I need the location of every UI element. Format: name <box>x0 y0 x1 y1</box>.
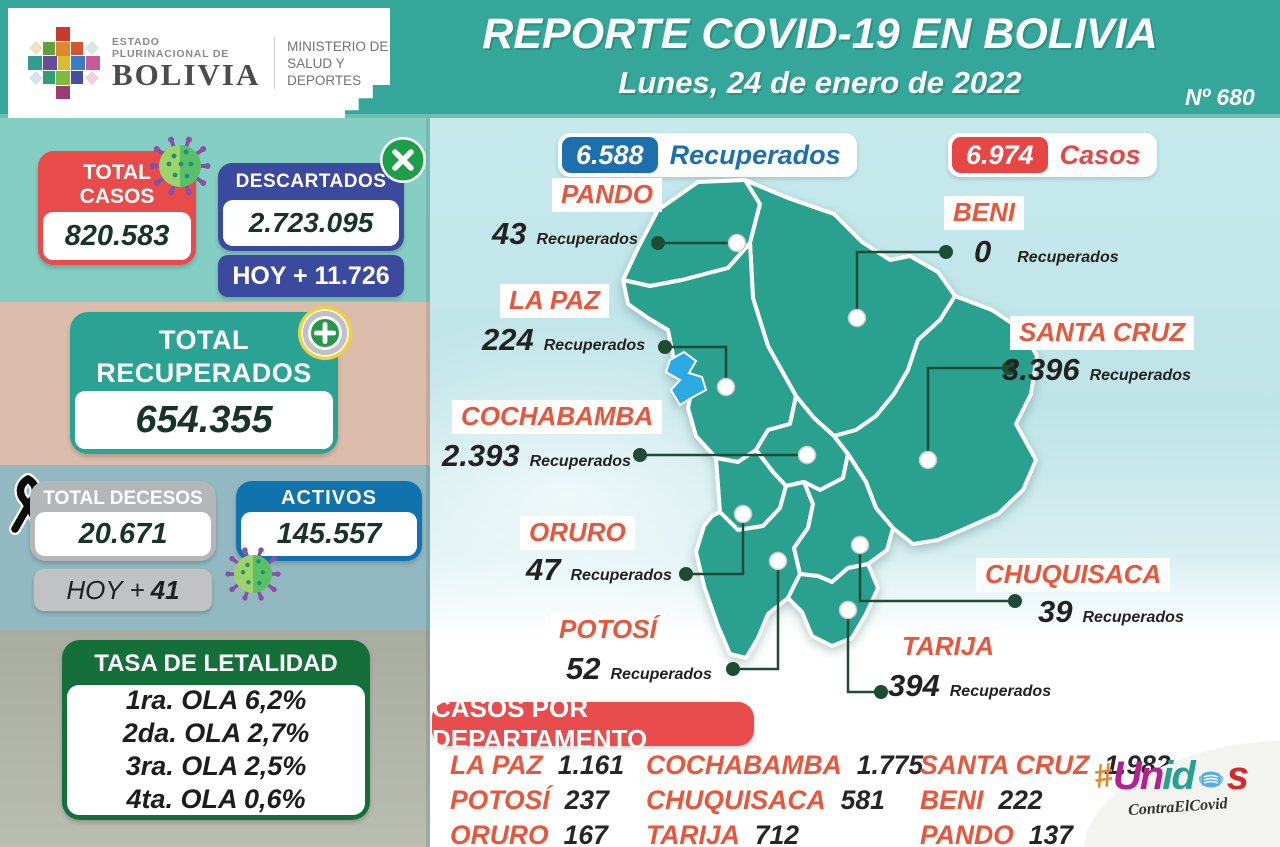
total-recuperados-label: TOTAL RECUPERADOS <box>96 325 312 388</box>
total-decesos-card: TOTAL DECESOS 20.671 <box>30 481 216 561</box>
table-row: BENI 222 <box>920 785 1043 815</box>
tasa-letalidad-title: TASA DE LETALIDAD <box>94 650 338 677</box>
estado-plurinacional-label: ESTADO PLURINACIONAL DE <box>112 36 230 60</box>
unidos-contra-el-covid-logo: # Un id s ContraElCovid <box>1091 754 1280 819</box>
map-value-oruro: 47 Recuperados <box>526 552 672 587</box>
map-value-tarija: 394 Recuperados <box>888 668 1052 703</box>
map-value-beni: 0 Recuperados <box>974 234 1119 269</box>
total-recuperados-value: 654.355 <box>75 391 333 449</box>
decesos-hoy-prefix: HOY + <box>66 574 145 605</box>
daily-recuperados-value: 6.588 <box>562 137 658 173</box>
map-label-beni: BENI <box>944 196 1025 230</box>
report-date: Lunes, 24 de enero de 2022 <box>618 65 1022 100</box>
map-label-pando: PANDO <box>552 178 662 212</box>
map-value-santa-cruz: 3.396 Recuperados <box>1002 352 1191 387</box>
virus-icon <box>149 136 211 196</box>
activos-value: 145.557 <box>241 512 417 556</box>
page-title: REPORTE COVID-19 EN BOLIVIA <box>482 10 1158 58</box>
table-row: PANDO 137 <box>920 820 1073 847</box>
total-casos-label: TOTAL CASOS <box>79 161 155 208</box>
descartados-label: DESCARTADOS <box>235 171 387 192</box>
map-label-chuquisaca: CHUQUISACA <box>976 558 1171 592</box>
map-panel: 6.588 Recuperados 6.974 Casos <box>430 118 1280 847</box>
table-row: TARIJA 712 <box>646 820 799 847</box>
map-label-santa-cruz: SANTA CRUZ <box>1010 316 1195 350</box>
daily-casos-badge: 6.974 Casos <box>948 133 1157 177</box>
stats-column: TOTAL CASOS 820.583 <box>0 118 430 847</box>
map-label-oruro: ORURO <box>520 516 635 550</box>
map-value-la-paz: 224 Recuperados <box>482 322 646 357</box>
brand-divider <box>274 37 276 89</box>
descartados-card: DESCARTADOS 2.723.095 <box>218 163 404 251</box>
hashtag-glyph: # <box>1091 755 1116 797</box>
bolivia-wordmark: BOLIVIA <box>112 57 261 92</box>
map-label-potosi: POTOSÍ <box>550 613 666 647</box>
total-decesos-label: TOTAL DECESOS <box>43 488 203 509</box>
decesos-hoy-value: 41 <box>150 574 180 605</box>
map-label-la-paz: LA PAZ <box>500 284 609 318</box>
map-value-cochabamba: 2.393 Recuperados <box>442 438 631 473</box>
government-brand-box: ESTADO PLURINACIONAL DE BOLIVIA MINISTER… <box>8 8 390 118</box>
map-value-potosi: 52 Recuperados <box>566 651 712 686</box>
section-casos-descartados: TOTAL CASOS 820.583 <box>0 118 430 302</box>
letalidad-row: 2da. OLA 2,7% <box>122 718 310 748</box>
daily-recuperados-badge: 6.588 Recuperados <box>558 133 857 177</box>
table-row: CHUQUISACA 581 <box>646 785 885 815</box>
tasa-letalidad-card: TASA DE LETALIDAD 1ra. OLA 6,2% 2da. OLA… <box>62 640 370 820</box>
plus-circle-icon <box>297 305 353 361</box>
section-recuperados: TOTAL RECUPERADOS 654.355 <box>0 302 430 465</box>
face-mask-icon <box>1198 771 1223 787</box>
report-number: Nº 680 <box>1185 84 1255 110</box>
table-row: POTOSÍ 237 <box>450 785 609 815</box>
chakana-logo-icon <box>28 27 100 99</box>
casos-por-departamento-title: CASOS POR DEPARTAMENTO <box>432 693 754 754</box>
table-row: SANTA CRUZ 1.982 <box>920 750 1171 780</box>
daily-recuperados-label: Recuperados <box>669 139 841 170</box>
daily-casos-label: Casos <box>1059 139 1141 170</box>
header-bar: ESTADO PLURINACIONAL DE BOLIVIA MINISTER… <box>0 0 1280 118</box>
activos-card: ACTIVOS 145.557 <box>236 481 422 561</box>
descartados-value: 2.723.095 <box>223 200 399 246</box>
casos-por-departamento-table: LA PAZ 1.161 COCHABAMBA 1.775 SANTA CRUZ… <box>450 750 1230 847</box>
map-label-cochabamba: COCHABAMBA <box>452 400 663 434</box>
descartados-hoy-badge: HOY + 11.726 <box>218 255 404 297</box>
total-recuperados-card: TOTAL RECUPERADOS 654.355 <box>70 312 338 454</box>
section-decesos-activos: TOTAL DECESOS 20.671 HOY + 41 ACTIVOS 14… <box>0 465 430 630</box>
map-label-tarija: TARIJA <box>893 630 1003 664</box>
daily-casos-value: 6.974 <box>952 137 1048 173</box>
ministry-name: MINISTERIO DE SALUD Y DEPORTES <box>287 38 389 88</box>
x-circle-icon <box>380 137 426 183</box>
table-row: COCHABAMBA 1.775 <box>646 750 924 780</box>
activos-label: ACTIVOS <box>281 487 377 509</box>
total-casos-value: 820.583 <box>43 212 191 260</box>
letalidad-row: 3ra. OLA 2,5% <box>125 751 307 781</box>
tasa-letalidad-body: 1ra. OLA 6,2% 2da. OLA 2,7% 3ra. OLA 2,5… <box>67 685 365 815</box>
map-value-chuquisaca: 39 Recuperados <box>1038 594 1184 629</box>
virus-icon <box>225 547 281 601</box>
letalidad-row: 1ra. OLA 6,2% <box>125 685 307 715</box>
letalidad-row: 4ta. OLA 0,6% <box>126 784 306 814</box>
map-value-pando: 43 Recuperados <box>492 216 638 251</box>
table-row: ORURO 167 <box>450 820 608 847</box>
table-row: LA PAZ 1.161 <box>450 750 625 780</box>
decesos-hoy-badge: HOY + 41 <box>34 569 212 611</box>
state-name-block: ESTADO PLURINACIONAL DE BOLIVIA <box>112 36 260 90</box>
section-letalidad: TASA DE LETALIDAD 1ra. OLA 6,2% 2da. OLA… <box>0 630 430 847</box>
total-decesos-value: 20.671 <box>35 512 211 556</box>
content-area: TOTAL CASOS 820.583 <box>0 118 1280 847</box>
title-block: REPORTE COVID-19 EN BOLIVIA Lunes, 24 de… <box>430 10 1210 101</box>
